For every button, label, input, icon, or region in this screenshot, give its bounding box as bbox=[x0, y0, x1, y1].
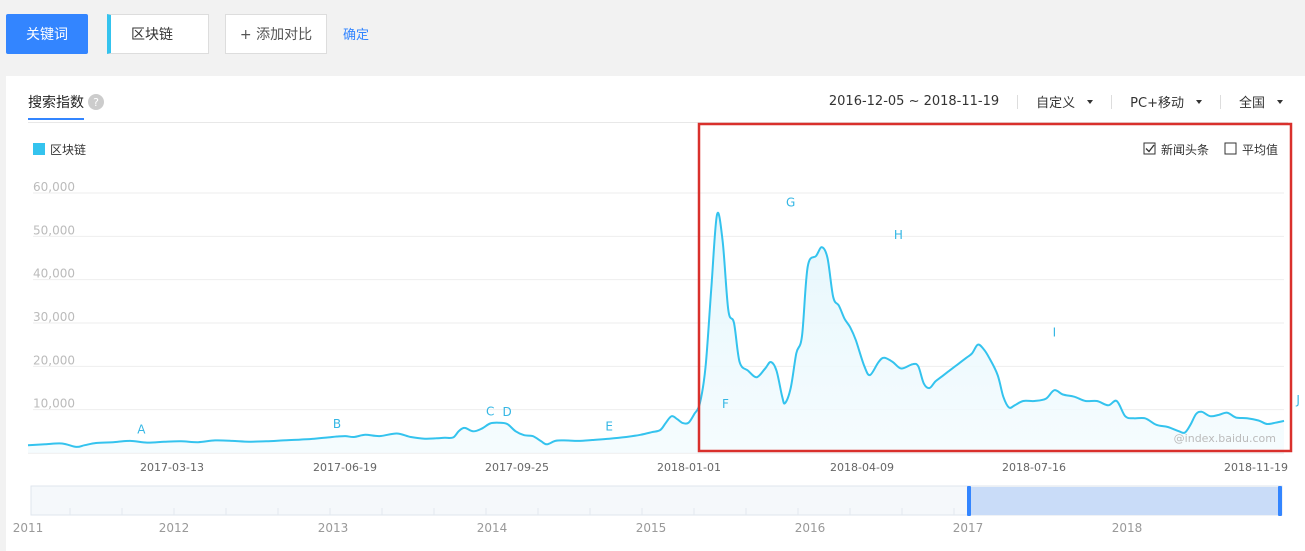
tab-underline bbox=[28, 118, 84, 120]
divider bbox=[1111, 94, 1113, 109]
x-tick-label: 2018-11-19 bbox=[1224, 461, 1288, 474]
x-tick-label: 2017-09-25 bbox=[485, 461, 549, 474]
overview-year-label: 2013 bbox=[318, 521, 349, 535]
series-area bbox=[28, 212, 1284, 453]
overview-year-label: 2012 bbox=[159, 521, 190, 535]
annotation-B[interactable]: B bbox=[333, 417, 341, 431]
divider bbox=[1219, 94, 1221, 109]
annotation-J[interactable]: J bbox=[1295, 393, 1300, 407]
help-icon[interactable]: ? bbox=[88, 94, 104, 110]
annotation-I[interactable]: I bbox=[1053, 326, 1057, 340]
keyword-input[interactable]: 区块链 bbox=[107, 14, 209, 54]
confirm-link[interactable]: 确定 bbox=[343, 28, 370, 43]
annotation-H[interactable]: H bbox=[894, 228, 903, 242]
overview-year-label: 2017 bbox=[953, 521, 984, 535]
chevron-down-icon bbox=[1195, 99, 1202, 104]
add-compare-button[interactable]: + 添加对比 bbox=[225, 14, 327, 54]
y-tick-label: 10,000 bbox=[33, 397, 75, 411]
keyword-tab-button[interactable]: 关键词 bbox=[6, 14, 88, 54]
news-checkbox[interactable] bbox=[1143, 142, 1156, 155]
x-tick-label: 2018-04-09 bbox=[830, 461, 894, 474]
device-label: PC+移动 bbox=[1130, 96, 1184, 111]
overview-year-label: 2018 bbox=[1112, 521, 1143, 535]
average-label: 平均值 bbox=[1242, 142, 1278, 157]
y-tick-label: 40,000 bbox=[33, 267, 75, 281]
annotation-F[interactable]: F bbox=[722, 397, 729, 411]
chart-panel: 搜索指数 ? 2016-12-05 ~ 2018-11-19 自定义 PC+移动… bbox=[6, 76, 1305, 551]
y-tick-label: 60,000 bbox=[33, 180, 75, 194]
tab-label: 搜索指数 bbox=[28, 95, 84, 111]
annotation-G[interactable]: G bbox=[786, 196, 795, 210]
watermark: @index.baidu.com bbox=[1174, 432, 1276, 445]
overview-left-handle[interactable] bbox=[967, 486, 971, 516]
region-dropdown[interactable]: 全国 bbox=[1239, 92, 1283, 111]
chevron-down-icon bbox=[1277, 99, 1283, 104]
custom-label: 自定义 bbox=[1036, 96, 1076, 111]
news-label: 新闻头条 bbox=[1161, 142, 1209, 157]
x-tick-label: 2017-03-13 bbox=[140, 461, 204, 474]
chart-controls: 2016-12-05 ~ 2018-11-19 自定义 PC+移动 全国 bbox=[829, 92, 1283, 111]
annotation-C[interactable]: C bbox=[486, 405, 494, 419]
annotation-D[interactable]: D bbox=[503, 405, 512, 419]
chevron-down-icon bbox=[1087, 99, 1094, 104]
divider bbox=[1017, 94, 1019, 109]
device-dropdown[interactable]: PC+移动 bbox=[1130, 92, 1202, 111]
date-range[interactable]: 2016-12-05 ~ 2018-11-19 bbox=[828, 94, 1000, 109]
legend-swatch bbox=[33, 143, 45, 155]
overview-year-label: 2015 bbox=[636, 521, 667, 535]
x-tick-label: 2018-07-16 bbox=[1002, 461, 1066, 474]
overview-year-label: 2011 bbox=[13, 521, 44, 535]
divider bbox=[28, 122, 1288, 123]
average-checkbox[interactable] bbox=[1224, 142, 1237, 155]
x-tick-label: 2017-06-19 bbox=[313, 461, 377, 474]
overview-year-label: 2014 bbox=[477, 521, 508, 535]
highlight-box bbox=[697, 122, 1293, 453]
tab-search-index[interactable]: 搜索指数 ? bbox=[28, 92, 104, 112]
y-tick-label: 50,000 bbox=[33, 223, 75, 237]
annotation-A[interactable]: A bbox=[137, 423, 146, 437]
x-tick-label: 2018-01-01 bbox=[657, 461, 721, 474]
annotation-E[interactable]: E bbox=[605, 420, 613, 434]
legend-label[interactable]: 区块链 bbox=[50, 142, 86, 157]
overview-right-handle[interactable] bbox=[1278, 486, 1282, 516]
overview-year-label: 2016 bbox=[795, 521, 826, 535]
region-label: 全国 bbox=[1238, 96, 1265, 111]
custom-dropdown[interactable]: 自定义 bbox=[1036, 92, 1094, 111]
y-tick-label: 20,000 bbox=[33, 353, 75, 367]
top-bar: 关键词 区块链 + 添加对比 确定 bbox=[0, 0, 1305, 76]
overview-selection[interactable] bbox=[969, 487, 1280, 515]
series-line-区块链 bbox=[27, 211, 1285, 448]
y-tick-label: 30,000 bbox=[33, 310, 75, 324]
check-icon bbox=[1145, 144, 1155, 153]
